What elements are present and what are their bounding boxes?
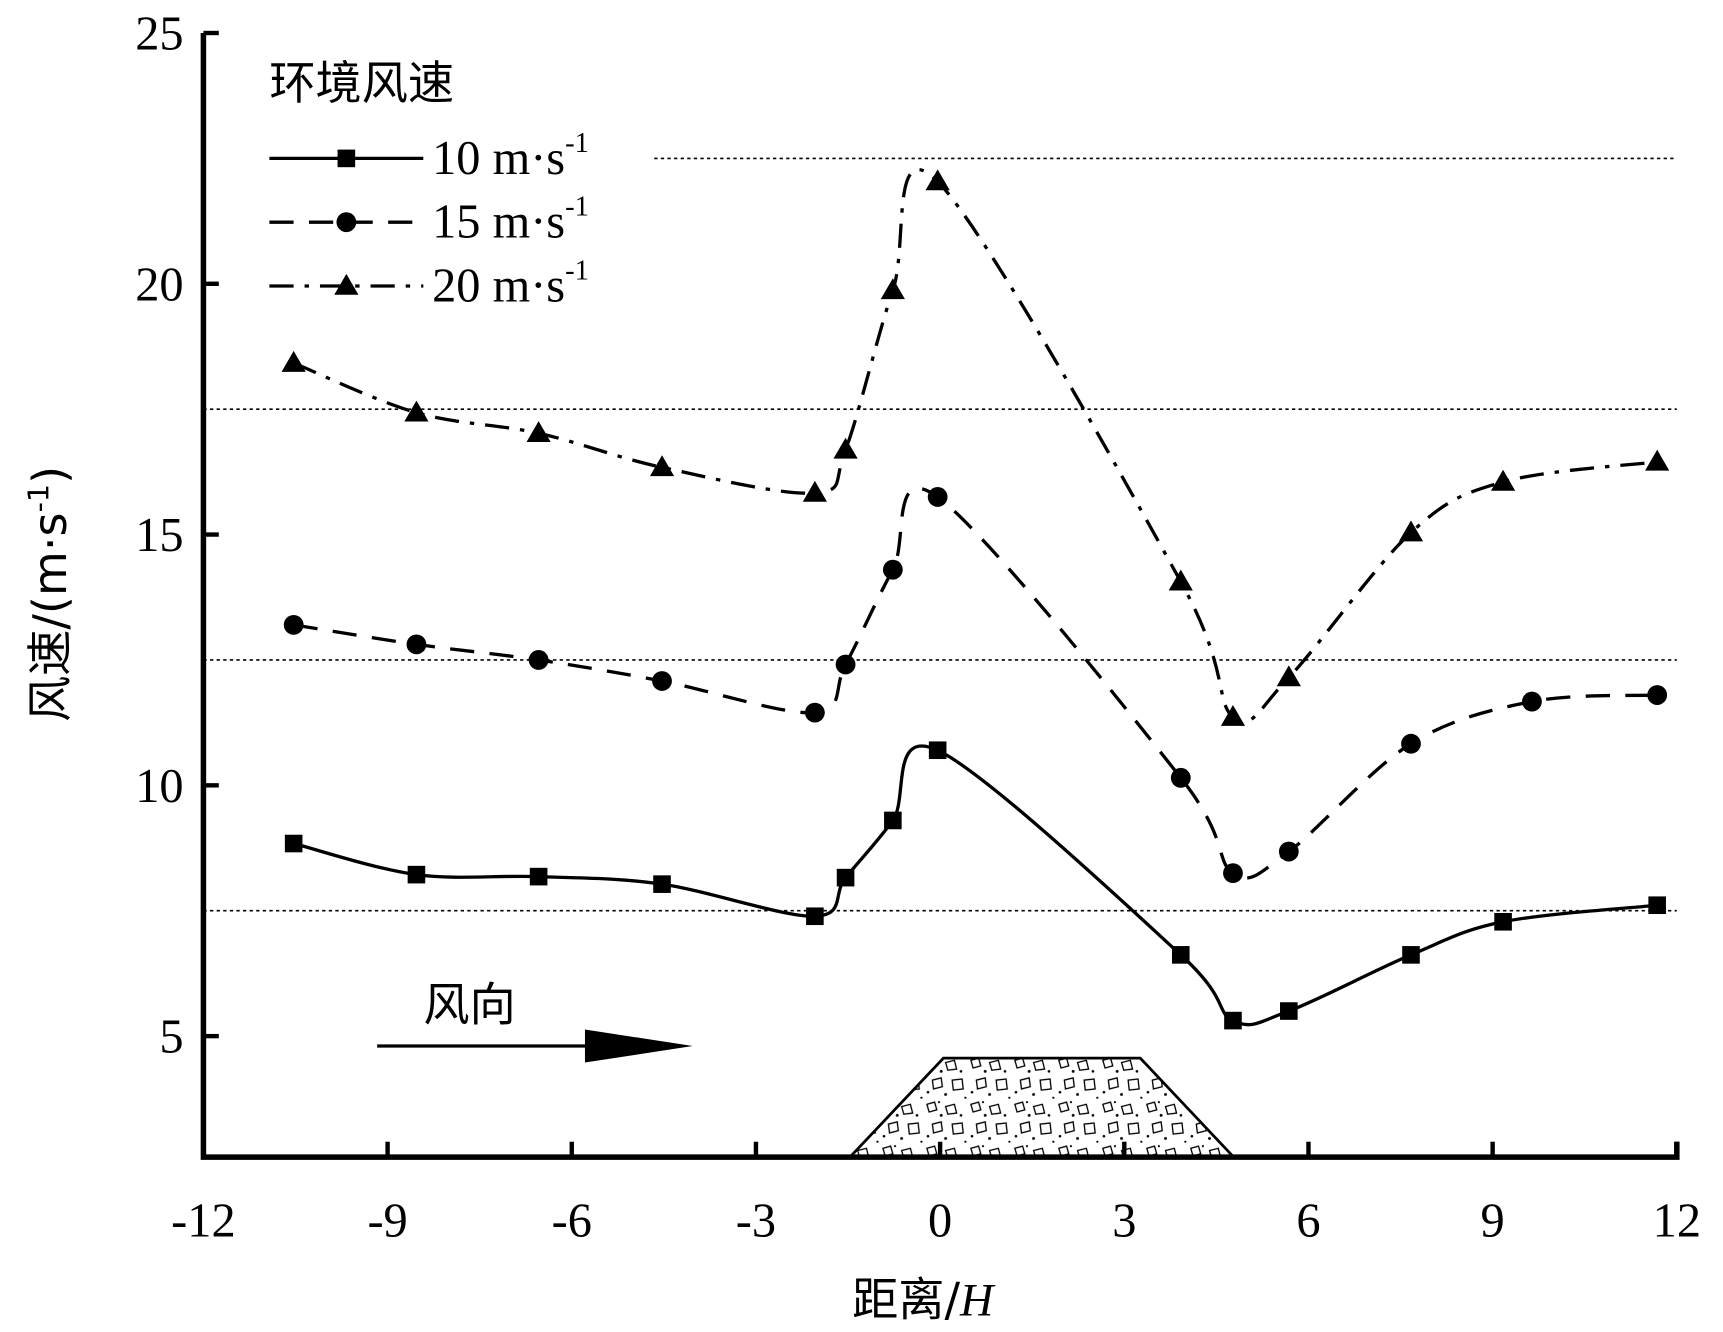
data-point — [404, 400, 429, 422]
data-point — [804, 702, 825, 723]
x-tick-label: -6 — [552, 1194, 592, 1247]
data-point — [526, 421, 551, 443]
legend-label: 15 m·s-1 — [432, 192, 589, 249]
legend-marker-square — [337, 149, 356, 168]
data-point — [653, 875, 671, 893]
data-point — [283, 614, 304, 635]
data-point — [1398, 520, 1424, 542]
x-tick-label: -9 — [367, 1194, 407, 1247]
axes: 5 10 15 20 25 -12 -9 -6 -3 0 3 6 9 12 — [135, 7, 1701, 1247]
x-tick-label: 3 — [1112, 1194, 1136, 1247]
data-point — [1402, 946, 1420, 964]
wind-direction-label: 风向 — [423, 978, 515, 1032]
embankment-shape — [846, 1056, 1237, 1159]
data-point — [806, 907, 824, 926]
data-point — [1490, 469, 1516, 491]
data-point — [835, 654, 856, 675]
data-point — [880, 278, 905, 300]
data-point — [833, 437, 858, 459]
data-point — [529, 867, 548, 886]
data-point — [406, 634, 427, 655]
legend-label: 20 m·s-1 — [432, 255, 589, 312]
data-point — [1278, 841, 1299, 862]
data-point — [1645, 449, 1670, 471]
data-point — [407, 865, 426, 884]
data-point — [1522, 691, 1542, 712]
wind-direction-arrow — [377, 1029, 693, 1063]
x-axis-label: 距离/H — [852, 1272, 996, 1326]
data-point — [1170, 767, 1191, 788]
data-point — [882, 559, 903, 580]
data-point — [836, 868, 855, 887]
data-point — [1223, 863, 1243, 884]
series-group — [281, 168, 1670, 1030]
y-axis-label: 风速/(m·s-1) — [21, 466, 77, 722]
y-tick-label: 15 — [135, 509, 183, 562]
y-tick-label: 5 — [159, 1011, 183, 1064]
data-point — [1648, 896, 1666, 915]
data-point — [925, 169, 950, 191]
data-point — [1220, 705, 1246, 726]
data-point — [649, 455, 675, 477]
data-point — [1171, 946, 1190, 964]
data-point — [927, 487, 948, 507]
series-triangle — [281, 168, 1670, 726]
series-square — [284, 741, 1666, 1030]
legend: 环境风速 10 m·s-1 15 m·s-1 20 m·s-1 — [269, 56, 589, 312]
legend-title: 环境风速 — [269, 56, 454, 110]
x-tick-label: -3 — [736, 1194, 776, 1247]
x-tick-label: 9 — [1481, 1194, 1505, 1247]
data-point — [1224, 1011, 1242, 1030]
series-circle — [283, 486, 1668, 884]
x-tick-label: 12 — [1653, 1194, 1701, 1247]
data-point — [802, 480, 827, 502]
data-point — [284, 834, 303, 853]
data-point — [1647, 685, 1668, 705]
x-tick-label: 6 — [1296, 1194, 1320, 1247]
data-point — [1276, 665, 1301, 687]
data-point — [1280, 1002, 1298, 1020]
data-point — [884, 811, 902, 830]
data-point — [281, 350, 306, 372]
legend-label: 10 m·s-1 — [432, 128, 589, 185]
x-tick-label: 0 — [928, 1194, 952, 1247]
series-line — [293, 168, 1658, 724]
legend-marker-circle — [336, 212, 357, 233]
data-point — [1401, 733, 1421, 754]
y-tick-label: 25 — [135, 7, 183, 60]
y-tick-label: 10 — [135, 760, 183, 813]
data-point — [1168, 569, 1193, 591]
data-point — [1494, 912, 1512, 931]
reference-lines — [203, 157, 1677, 912]
data-point — [928, 741, 947, 760]
x-tick-label: -12 — [171, 1194, 235, 1247]
series-line — [293, 486, 1658, 880]
data-point — [652, 671, 672, 691]
y-tick-label: 20 — [135, 258, 183, 311]
legend-marker-triangle — [334, 273, 359, 295]
data-point — [528, 650, 549, 670]
